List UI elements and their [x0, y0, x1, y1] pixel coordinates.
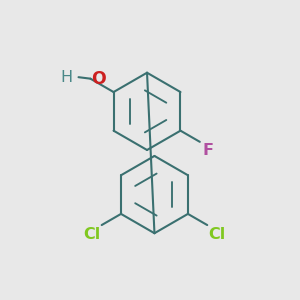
Text: Cl: Cl	[83, 226, 100, 242]
Text: O: O	[91, 70, 106, 88]
Text: H: H	[60, 70, 73, 85]
Text: F: F	[202, 143, 213, 158]
Text: Cl: Cl	[209, 226, 226, 242]
